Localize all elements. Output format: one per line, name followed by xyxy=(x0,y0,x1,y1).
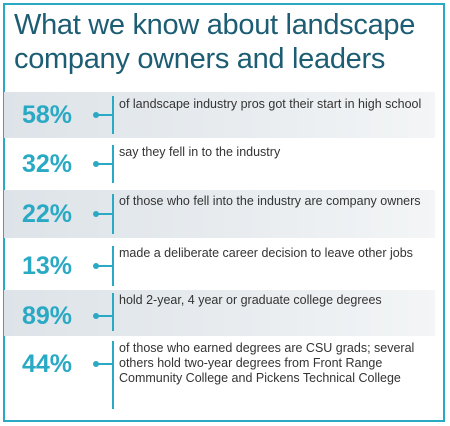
stat-value: 22% xyxy=(22,200,73,228)
bracket-line xyxy=(112,145,114,183)
stat-value: 89% xyxy=(22,302,73,330)
stat-description: of landscape industry pros got their sta… xyxy=(119,97,422,111)
bracket-line xyxy=(112,341,114,409)
stat-description: of those who earned degrees are CSU grad… xyxy=(119,341,415,385)
stat-row-4: 13% made a deliberate career decision to… xyxy=(4,240,435,290)
connector-dot xyxy=(93,263,112,269)
connector-dot xyxy=(93,361,112,367)
stat-row-3: 22% of those who fell into the industry … xyxy=(4,190,435,238)
infographic-title: What we know about landscape company own… xyxy=(14,8,434,76)
bracket-line xyxy=(112,96,114,134)
connector-dot xyxy=(93,313,112,319)
stat-value: 13% xyxy=(22,252,73,280)
stat-description: hold 2-year, 4 year or graduate college … xyxy=(119,293,382,307)
stat-row-6: 44% of those who earned degrees are CSU … xyxy=(4,338,435,414)
stat-description: made a deliberate career decision to lea… xyxy=(119,246,413,260)
stat-description: of those who fell into the industry are … xyxy=(119,194,421,208)
connector-dot xyxy=(93,161,112,167)
connector-dot xyxy=(93,211,112,217)
stat-description: say they fell in to the industry xyxy=(119,145,281,159)
bracket-line xyxy=(112,293,114,331)
bracket-line xyxy=(112,194,114,234)
connector-dot xyxy=(93,112,112,118)
stat-value: 58% xyxy=(22,101,73,129)
stat-row-5: 89% hold 2-year, 4 year or graduate coll… xyxy=(4,290,435,336)
title-line-1: What we know about landscape xyxy=(14,9,416,41)
bracket-line xyxy=(112,246,114,286)
stat-value: 32% xyxy=(22,150,73,178)
title-line-2: company owners and leaders xyxy=(14,43,386,75)
stat-value: 44% xyxy=(22,350,73,378)
stat-row-2: 32% say they fell in to the industry xyxy=(4,140,435,188)
stat-row-1: 58% of landscape industry pros got their… xyxy=(4,92,435,138)
